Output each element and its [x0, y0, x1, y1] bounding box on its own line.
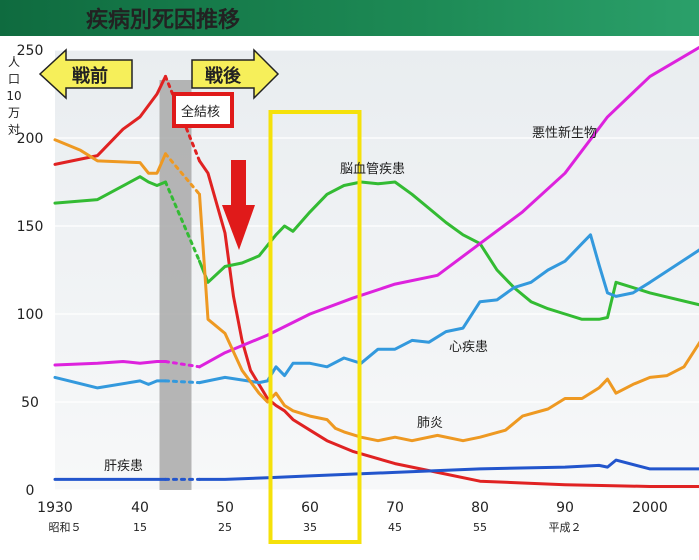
x-tick-sublabel: 15	[133, 521, 147, 534]
series-line-postwar	[198, 159, 699, 488]
label-heart: 心疾患	[449, 340, 488, 355]
postwar-label: 戦後	[205, 65, 242, 87]
label-liver: 肝疾患	[104, 459, 143, 474]
y-axis-ticks: 0 50 100 150 200 250	[17, 43, 44, 499]
plot-area	[55, 50, 699, 490]
series-line-prewar	[53, 375, 167, 390]
series-line-gap	[164, 360, 201, 369]
series-line-gap	[164, 379, 201, 385]
y-title-char: 対	[8, 123, 20, 137]
x-tick-label: 70	[386, 500, 404, 516]
title-bar	[0, 0, 699, 36]
x-tick-sublabel: 35	[303, 521, 317, 534]
label-pneumonia: 肺炎	[417, 416, 443, 431]
x-tick-label: 40	[131, 500, 149, 516]
series-line-gap	[164, 180, 201, 263]
x-tick-label: 80	[471, 500, 489, 516]
series-line-postwar	[198, 233, 699, 385]
series-line-postwar	[198, 180, 699, 321]
series-line-postwar	[198, 45, 699, 369]
x-tick-sublabel: 25	[218, 521, 232, 534]
x-tick-label: 2000	[632, 500, 668, 516]
label-cerebro: 脳血管疾患	[340, 162, 405, 177]
x-tick-sublabel: 昭和５	[49, 521, 82, 534]
red-down-arrow	[222, 160, 255, 250]
y-title-char: 口	[8, 72, 20, 86]
x-tick-sublabel: 55	[473, 521, 487, 534]
y-title-char: 万	[8, 106, 20, 120]
x-axis-ticks: 1930 昭和５ 40 15 50 25 60 35 70 45 80 55 90 平成２ 2000	[37, 500, 668, 534]
prewar-label: 戦前	[72, 65, 108, 87]
prewar-arrow: 戦前	[38, 48, 133, 100]
y-title-char: 10	[6, 89, 21, 103]
series-line-prewar	[53, 360, 167, 367]
series-line-gap	[164, 152, 201, 196]
x-tick-sublabel: 平成２	[549, 521, 582, 534]
label-tb: 全結核	[181, 104, 220, 120]
series-line-prewar	[53, 175, 167, 205]
y-axis-title: 人口 10 万対	[6, 55, 21, 137]
y-tick-label: 100	[17, 307, 44, 323]
series-line-postwar	[198, 458, 699, 481]
x-tick-label: 90	[556, 500, 574, 516]
series-肝疾患	[53, 458, 699, 481]
series-line-gap	[164, 74, 201, 163]
tb-label-box	[172, 92, 234, 128]
series-悪性新生物	[53, 45, 699, 369]
x-tick-label: 50	[216, 500, 234, 516]
x-tick-label: 1930	[37, 500, 73, 516]
y-tick-label: 200	[17, 131, 44, 147]
x-tick-label: 60	[301, 500, 319, 516]
y-tick-label: 0	[26, 483, 35, 499]
y-title-char: 人	[8, 55, 20, 69]
highlight-box	[268, 110, 362, 544]
chart-title: 疾病別死因推移	[86, 7, 240, 33]
y-tick-label: 150	[17, 219, 44, 235]
series-心疾患	[53, 233, 699, 390]
y-tick-label: 250	[17, 43, 44, 59]
label-cancer: 悪性新生物	[532, 125, 597, 141]
war-gap-band	[159, 80, 192, 490]
series-脳血管疾患	[53, 175, 699, 321]
y-tick-label: 50	[21, 395, 39, 411]
postwar-arrow: 戦後	[191, 48, 280, 100]
x-tick-sublabel: 45	[388, 521, 402, 534]
series-line-prewar	[53, 138, 167, 175]
